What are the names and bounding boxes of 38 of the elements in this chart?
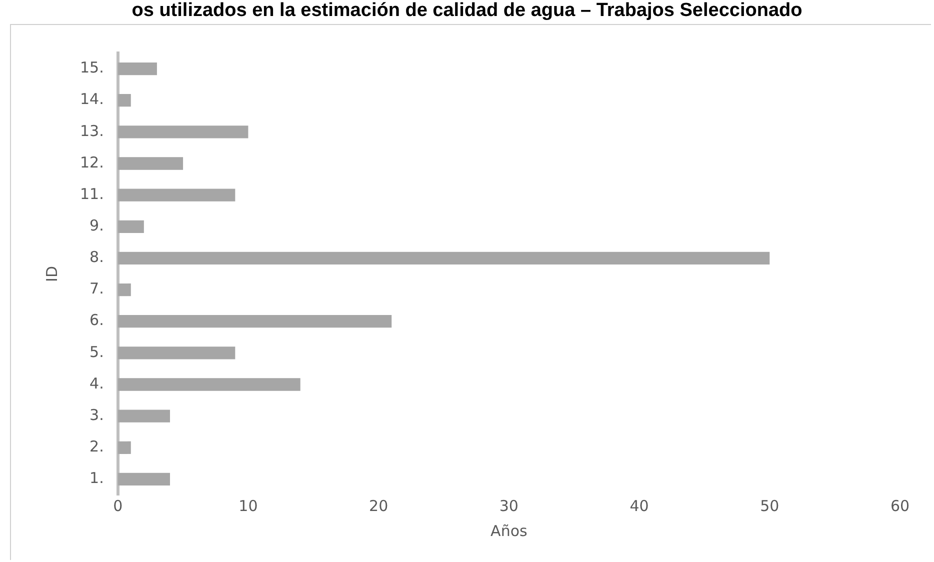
y-tick-label: 4.	[90, 374, 104, 392]
x-tick-label: 40	[630, 496, 649, 515]
bar	[118, 441, 131, 454]
y-tick-label: 8.	[90, 248, 104, 266]
bar	[118, 188, 236, 202]
bar	[118, 378, 300, 391]
bar	[118, 94, 131, 107]
y-tick-label: 12.	[80, 153, 104, 172]
y-tick-label: 2.	[90, 438, 104, 456]
bar	[118, 126, 248, 138]
chart-title: os utilizados en la estimación de calidad de agua – Trabajos Seleccionado	[130, 0, 804, 22]
bar	[118, 346, 236, 360]
y-tick-label: 14.	[80, 90, 104, 108]
x-tick-label: 20	[369, 496, 388, 515]
bar	[118, 157, 184, 170]
bar	[118, 315, 392, 328]
y-tick-label: 15.	[80, 58, 104, 77]
x-tick-label: 50	[760, 496, 780, 515]
y-tick-label: 1.	[90, 469, 104, 488]
y-tick-label: 13.	[80, 122, 104, 140]
y-tick-label: 6.	[90, 311, 104, 330]
bar	[118, 472, 170, 486]
y-tick-label: 11.	[80, 184, 104, 203]
x-axis-title: Años	[490, 522, 528, 540]
y-tick-label: 3.	[90, 406, 104, 424]
y-tick-label: 7.	[90, 280, 104, 298]
bar	[118, 220, 144, 233]
x-tick-label: 10	[238, 496, 258, 515]
x-tick-label: 30	[499, 496, 518, 515]
bar	[118, 62, 157, 76]
y-tick-label: 9.	[90, 216, 104, 235]
y-axis-title: ID	[42, 266, 61, 282]
x-tick-label: 60	[890, 496, 910, 515]
x-tick-label: 0	[113, 496, 123, 515]
bar	[118, 283, 131, 296]
y-tick-label: 5.	[90, 342, 104, 361]
bar	[118, 410, 170, 422]
bar	[118, 252, 770, 265]
